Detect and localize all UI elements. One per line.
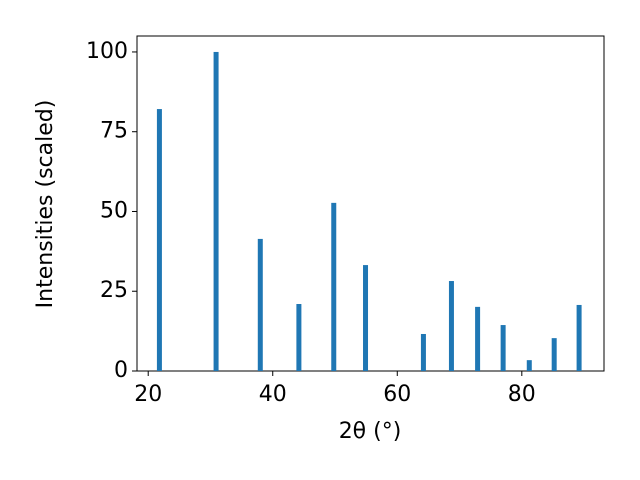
bar — [551, 338, 557, 371]
x-tick-label: 20 — [134, 382, 162, 407]
y-tick-label: 100 — [86, 39, 128, 64]
y-tick-label: 75 — [100, 119, 128, 144]
bar — [526, 360, 532, 371]
y-axis-label: Intensities (scaled) — [33, 100, 58, 309]
bar — [331, 202, 337, 371]
x-axis-label: 2θ (°) — [339, 419, 402, 444]
y-tick-label: 50 — [100, 198, 128, 223]
bar — [420, 333, 426, 371]
y-tick-label: 0 — [114, 358, 128, 383]
bar — [257, 238, 263, 371]
bar — [213, 51, 219, 371]
plot-frame — [136, 35, 605, 372]
bar — [448, 281, 454, 371]
x-tick-label: 40 — [259, 382, 287, 407]
y-tick-label: 25 — [100, 278, 128, 303]
x-tick-label: 80 — [508, 382, 536, 407]
x-tick-label: 60 — [383, 382, 411, 407]
bar — [576, 304, 582, 371]
bar — [296, 304, 302, 371]
bar — [156, 109, 162, 372]
bar — [475, 306, 481, 371]
bar — [500, 325, 506, 371]
bar — [363, 265, 369, 371]
